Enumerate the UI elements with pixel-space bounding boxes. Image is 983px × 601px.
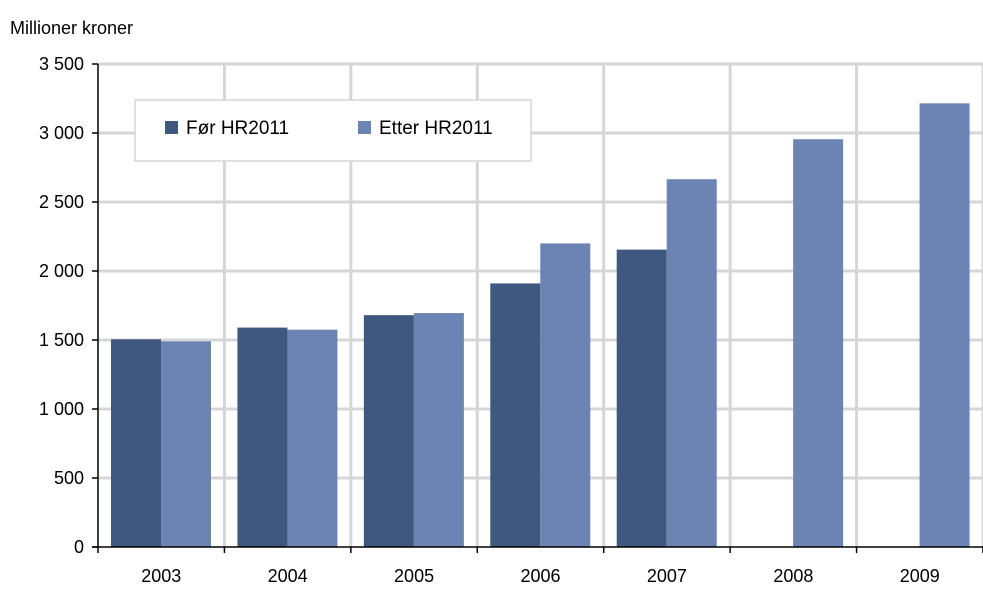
x-tick-label: 2005 [394,566,434,586]
x-tick-label: 2003 [141,566,181,586]
y-tick-label: 0 [74,537,84,557]
x-tick-label: 2008 [773,566,813,586]
axes [92,63,983,553]
bar-etter-hr2011-2008 [793,139,844,547]
x-tick-label: 2009 [900,566,940,586]
y-tick-label: 1 000 [39,399,84,419]
legend-label: Etter HR2011 [379,118,493,139]
legend-label: Før HR2011 [186,118,289,139]
y-tick-label: 2 000 [39,261,84,281]
bar-for-hr2011-2006 [490,283,541,547]
y-tick-label: 3 000 [39,123,84,143]
bar-etter-hr2011-2004 [287,329,338,547]
bar-etter-hr2011-2009 [919,103,970,547]
bar-for-hr2011-2005 [363,315,414,547]
bar-for-hr2011-2003 [111,339,161,547]
x-tick-label: 2006 [520,566,560,586]
legend-box [134,99,532,162]
bar-etter-hr2011-2007 [666,179,717,548]
y-tick-label: 2 500 [39,192,84,212]
y-tick-label: 1 500 [39,330,84,350]
y-tick-labels: 0 500 1 000 1 500 2 000 2 500 3 000 3 500 [39,54,84,557]
x-tick-label: 2004 [268,566,308,586]
y-tick-label: 500 [54,468,84,488]
legend: Før HR2011 Etter HR2011 [134,99,532,162]
bar-etter-hr2011-2006 [540,243,591,547]
legend-swatch [358,121,371,134]
legend-swatch [165,121,178,134]
bar-etter-hr2011-2005 [413,313,464,547]
x-tick-labels: 2003 2004 2005 2006 2007 2008 2009 [141,566,940,586]
bar-etter-hr2011-2003 [161,341,211,547]
bar-for-hr2011-2004 [237,327,288,547]
y-axis-unit-label: Millioner kroner [10,18,133,38]
bars [111,103,970,548]
x-tick-label: 2007 [647,566,687,586]
y-tick-label: 3 500 [39,54,84,74]
bar-for-hr2011-2007 [616,249,667,548]
